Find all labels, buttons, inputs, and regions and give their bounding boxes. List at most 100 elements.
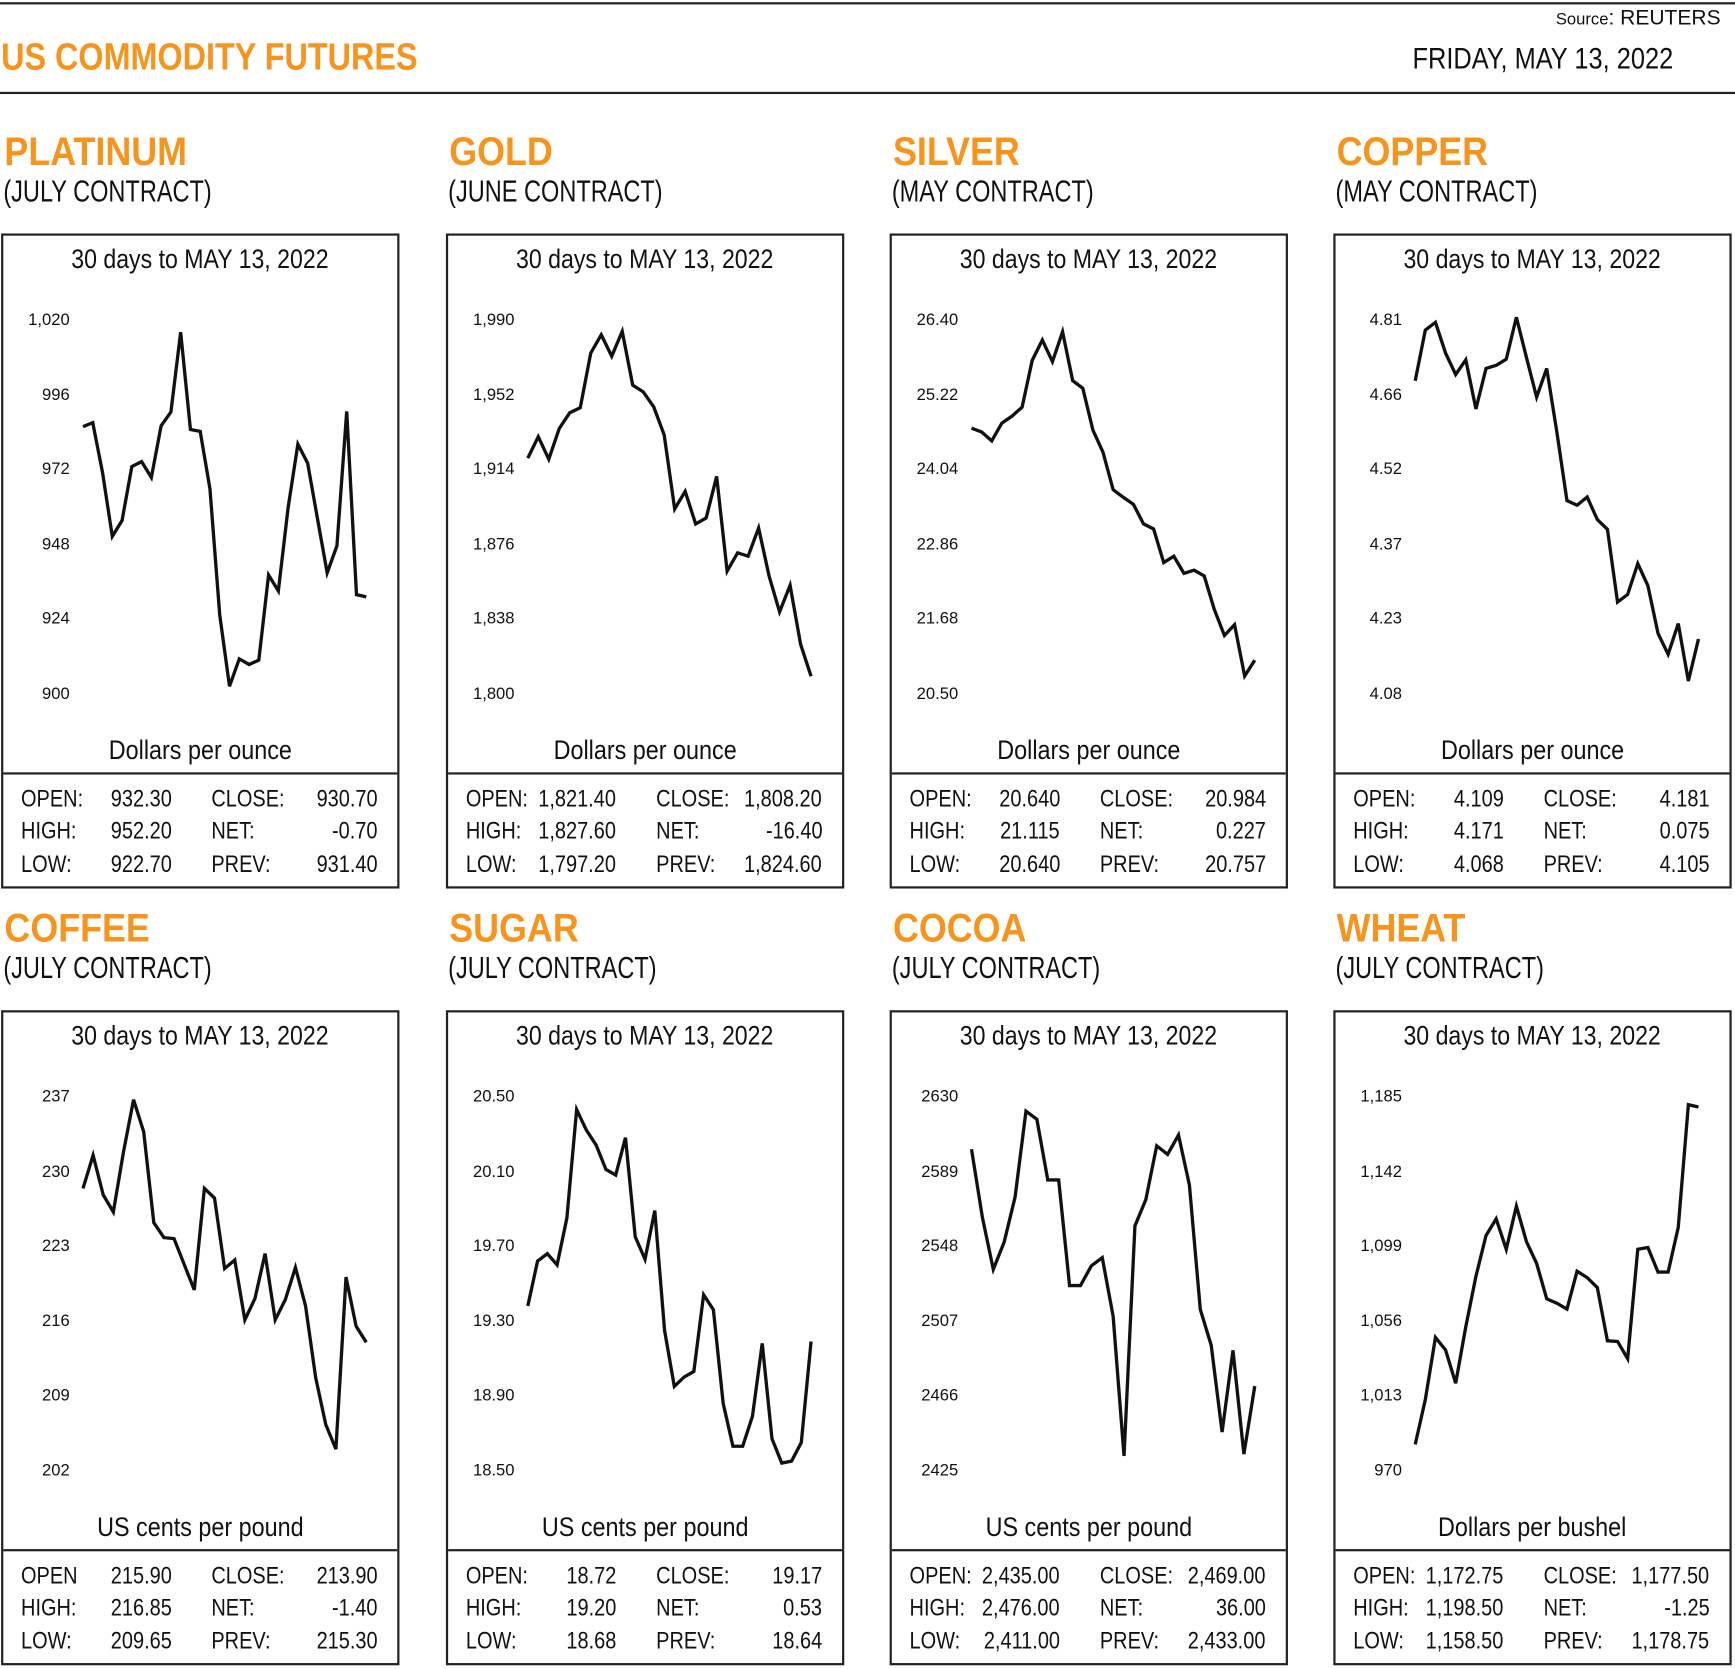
stat-value-text: 931.40: [316, 849, 378, 878]
y-tick-label: 20.50: [916, 684, 959, 704]
chart-title: 30 days to MAY 13, 2022: [892, 245, 1286, 276]
stat-label: OPEN:: [1353, 785, 1429, 814]
stat-value-text: 20.757: [1204, 849, 1266, 878]
y-tick-label: 216: [42, 1311, 70, 1331]
stat-value: 36.00: [1205, 1593, 1266, 1622]
stat-value: 215.90: [97, 1561, 171, 1590]
stat-label-text: CLOSE:: [1099, 1561, 1174, 1589]
wheat-name: WHEAT: [1337, 905, 1480, 951]
stat-value-text: 1,172.75: [1426, 1561, 1504, 1589]
stat-label: PREV:: [211, 850, 283, 879]
stat-value: 0.075: [1649, 817, 1710, 846]
stats-divider: [891, 772, 1286, 775]
stat-label-text: LOW:: [21, 1626, 72, 1655]
stat-label: CLOSE:: [656, 1561, 745, 1590]
sugar-name-text: SUGAR: [449, 905, 579, 951]
stat-label: LOW:: [910, 850, 972, 879]
page-date: FRIDAY, MAY 13, 2022: [1366, 42, 1673, 76]
stat-label: OPEN:: [910, 785, 986, 814]
y-tick-label: 2548: [921, 1236, 959, 1256]
silver-name-text: SILVER: [892, 128, 1020, 174]
y-tick-label: 924: [42, 609, 70, 629]
y-tick-label: 2507: [921, 1311, 959, 1331]
stat-value: 1,827.60: [522, 817, 617, 846]
stat-value: 2,433.00: [1171, 1627, 1266, 1656]
chart-title: 30 days to MAY 13, 2022: [448, 1021, 842, 1052]
stat-label-text: OPEN: [21, 1561, 78, 1589]
y-tick-label: 900: [42, 684, 70, 704]
stat-value-text: 932.30: [110, 784, 172, 813]
stat-value: 2,469.00: [1171, 1561, 1266, 1590]
stat-value-text: 952.20: [110, 816, 172, 845]
stat-value-text: 4.105: [1659, 849, 1710, 878]
stat-label-text: CLOSE:: [1543, 1561, 1617, 1589]
stat-label-text: HIGH:: [909, 1593, 966, 1622]
stat-value: 2,476.00: [965, 1593, 1060, 1622]
chart-title: 30 days to MAY 13, 2022: [3, 245, 397, 276]
y-tick-label: 24.04: [916, 459, 959, 479]
stat-label: PREV:: [656, 1627, 728, 1656]
stat-label: CLOSE:: [1100, 785, 1189, 814]
sugar-contract: (JULY CONTRACT): [448, 950, 722, 985]
units-label-text: US cents per pound: [985, 1512, 1193, 1543]
stats-divider: [891, 1549, 1286, 1552]
coffee-plot: [81, 1099, 368, 1450]
y-tick-label: 25.22: [916, 385, 959, 404]
stat-label-text: HIGH:: [1353, 816, 1409, 845]
stat-label: LOW:: [21, 850, 83, 879]
copper-chart-panel: 30 days to MAY 13, 2022 4.81 4.66 4.52 4.37 4…: [1333, 233, 1732, 889]
stat-value: 922.70: [97, 850, 171, 879]
price-line: [1413, 316, 1701, 682]
y-tick-label: 1,800: [472, 684, 515, 704]
stat-label: HIGH:: [466, 1593, 534, 1622]
y-tick-label: 1,185: [1360, 1087, 1402, 1106]
stat-label-text: LOW:: [1353, 1626, 1404, 1655]
chart-title: 30 days to MAY 13, 2022: [3, 1021, 397, 1052]
y-tick-label: 948: [42, 534, 70, 554]
stat-value: 18.64: [761, 1627, 822, 1656]
stat-value-text: 1,178.75: [1631, 1626, 1710, 1655]
y-tick-label: 4.66: [1369, 385, 1402, 404]
stat-value-text: 209.65: [110, 1626, 172, 1655]
y-tick-label: 1,952: [472, 385, 515, 404]
stat-value-text: 2,433.00: [1188, 1626, 1266, 1655]
stat-value-text: 4.109: [1453, 784, 1504, 813]
stat-label: HIGH:: [910, 817, 978, 846]
stat-label: HIGH:: [910, 1593, 978, 1622]
chart-title-text: 30 days to MAY 13, 2022: [71, 244, 329, 275]
y-tick-label: 1,838: [472, 609, 515, 629]
y-tick-label: 4.08: [1369, 684, 1402, 704]
stat-value: 952.20: [97, 817, 171, 846]
price-line: [81, 1099, 368, 1450]
chart-title: 30 days to MAY 13, 2022: [448, 245, 842, 276]
stat-value: 4.105: [1649, 850, 1710, 879]
stat-value-text: 4.068: [1453, 849, 1504, 878]
stat-label-text: OPEN:: [1353, 1561, 1416, 1589]
stat-value: 20.640: [986, 785, 1060, 814]
stat-value: 2,435.00: [965, 1561, 1060, 1590]
stat-value: 1,198.50: [1409, 1593, 1504, 1622]
chart-title-text: 30 days to MAY 13, 2022: [1403, 244, 1662, 275]
stat-value-text: 922.70: [110, 849, 172, 878]
stat-label-text: PREV:: [1099, 849, 1160, 878]
y-tick-label: 20.10: [472, 1161, 515, 1181]
y-tick-label: 1,020: [28, 310, 70, 330]
coffee-contract: (JULY CONTRACT): [3, 950, 277, 985]
stat-value-text: 216.85: [110, 1593, 172, 1622]
chart-title-text: 30 days to MAY 13, 2022: [960, 244, 1218, 275]
chart-title-text: 30 days to MAY 13, 2022: [1403, 1021, 1662, 1052]
y-tick-label: 2425: [921, 1461, 959, 1480]
stat-label-text: CLOSE:: [1543, 784, 1617, 813]
stat-label: LOW:: [466, 850, 528, 879]
stat-label-text: NET:: [1099, 1593, 1144, 1622]
copper-name-text: COPPER: [1336, 128, 1489, 174]
sugar-plot: [526, 1103, 813, 1465]
y-tick-label: 1,099: [1360, 1236, 1402, 1256]
cocoa-name-text: COCOA: [892, 905, 1027, 951]
stat-label-text: LOW:: [465, 849, 517, 878]
units-label-text: Dollars per ounce: [108, 735, 292, 766]
chart-title-text: 30 days to MAY 13, 2022: [960, 1021, 1218, 1052]
stat-label: NET:: [211, 1593, 264, 1622]
stat-value-text: -0.70: [331, 816, 378, 845]
stat-value-text: 18.68: [566, 1626, 617, 1655]
